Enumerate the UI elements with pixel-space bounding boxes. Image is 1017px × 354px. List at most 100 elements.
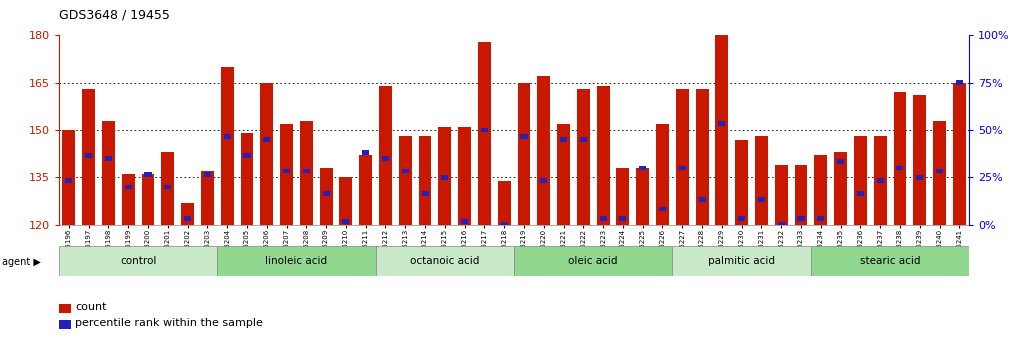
- Bar: [221, 67, 234, 225]
- Bar: [203, 172, 211, 177]
- Bar: [184, 216, 191, 221]
- Bar: [699, 197, 706, 202]
- Bar: [82, 89, 96, 225]
- Text: GDS3648 / 19455: GDS3648 / 19455: [59, 9, 170, 22]
- Bar: [322, 191, 330, 196]
- Bar: [676, 89, 689, 225]
- Bar: [319, 168, 333, 225]
- Bar: [656, 124, 669, 225]
- Bar: [818, 216, 825, 221]
- Bar: [181, 203, 194, 225]
- Bar: [854, 136, 866, 225]
- Bar: [639, 166, 646, 170]
- Bar: [874, 136, 887, 225]
- Bar: [162, 152, 174, 225]
- Bar: [956, 80, 963, 85]
- Bar: [696, 89, 709, 225]
- Bar: [441, 175, 448, 180]
- Text: agent ▶: agent ▶: [2, 257, 41, 267]
- Bar: [619, 216, 626, 221]
- Bar: [735, 139, 749, 225]
- Bar: [497, 181, 511, 225]
- Bar: [755, 136, 768, 225]
- Bar: [141, 174, 155, 225]
- Bar: [438, 127, 452, 225]
- Bar: [560, 137, 567, 142]
- Bar: [478, 42, 491, 225]
- Bar: [537, 76, 550, 225]
- Bar: [379, 86, 392, 225]
- Bar: [399, 136, 412, 225]
- Bar: [283, 169, 290, 173]
- Bar: [218, 246, 375, 276]
- Bar: [260, 83, 274, 225]
- Bar: [241, 133, 253, 225]
- Bar: [794, 165, 807, 225]
- Bar: [580, 137, 587, 142]
- Bar: [933, 121, 946, 225]
- Bar: [375, 246, 514, 276]
- Bar: [600, 216, 607, 221]
- Bar: [775, 165, 787, 225]
- Bar: [105, 156, 112, 161]
- Text: palmitic acid: palmitic acid: [708, 256, 775, 266]
- Bar: [243, 153, 250, 158]
- Bar: [362, 150, 369, 155]
- Bar: [122, 174, 134, 225]
- Bar: [303, 169, 310, 173]
- Bar: [165, 184, 171, 189]
- Bar: [715, 32, 728, 225]
- Bar: [672, 246, 811, 276]
- Bar: [521, 134, 528, 139]
- Bar: [811, 246, 969, 276]
- Bar: [65, 178, 72, 183]
- Bar: [678, 166, 685, 170]
- Bar: [894, 92, 906, 225]
- Bar: [421, 191, 428, 196]
- Bar: [540, 178, 547, 183]
- Text: control: control: [120, 256, 157, 266]
- Bar: [815, 155, 827, 225]
- Bar: [953, 83, 966, 225]
- Bar: [419, 136, 431, 225]
- Bar: [834, 152, 847, 225]
- Bar: [738, 216, 745, 221]
- Bar: [59, 246, 218, 276]
- Bar: [916, 175, 923, 180]
- Bar: [514, 246, 672, 276]
- Bar: [62, 130, 75, 225]
- Bar: [597, 86, 609, 225]
- Bar: [340, 177, 352, 225]
- Bar: [459, 127, 471, 225]
- Bar: [144, 172, 152, 177]
- Bar: [125, 184, 132, 189]
- Bar: [778, 222, 785, 227]
- Text: linoleic acid: linoleic acid: [265, 256, 327, 266]
- Bar: [263, 137, 271, 142]
- Bar: [402, 169, 409, 173]
- Bar: [224, 134, 231, 139]
- Bar: [300, 121, 313, 225]
- Bar: [280, 124, 293, 225]
- Bar: [577, 89, 590, 225]
- Bar: [102, 121, 115, 225]
- Bar: [913, 95, 926, 225]
- Bar: [343, 219, 350, 224]
- Bar: [837, 159, 844, 164]
- Text: count: count: [75, 302, 107, 312]
- Bar: [758, 197, 765, 202]
- Bar: [857, 191, 863, 196]
- Bar: [359, 155, 372, 225]
- Bar: [461, 219, 468, 224]
- Bar: [557, 124, 570, 225]
- Text: octanoic acid: octanoic acid: [410, 256, 480, 266]
- Bar: [637, 168, 649, 225]
- Bar: [201, 171, 214, 225]
- Bar: [85, 153, 93, 158]
- Bar: [797, 216, 804, 221]
- Bar: [382, 156, 390, 161]
- Bar: [500, 222, 507, 227]
- Bar: [936, 169, 943, 173]
- Bar: [518, 83, 531, 225]
- Text: oleic acid: oleic acid: [569, 256, 618, 266]
